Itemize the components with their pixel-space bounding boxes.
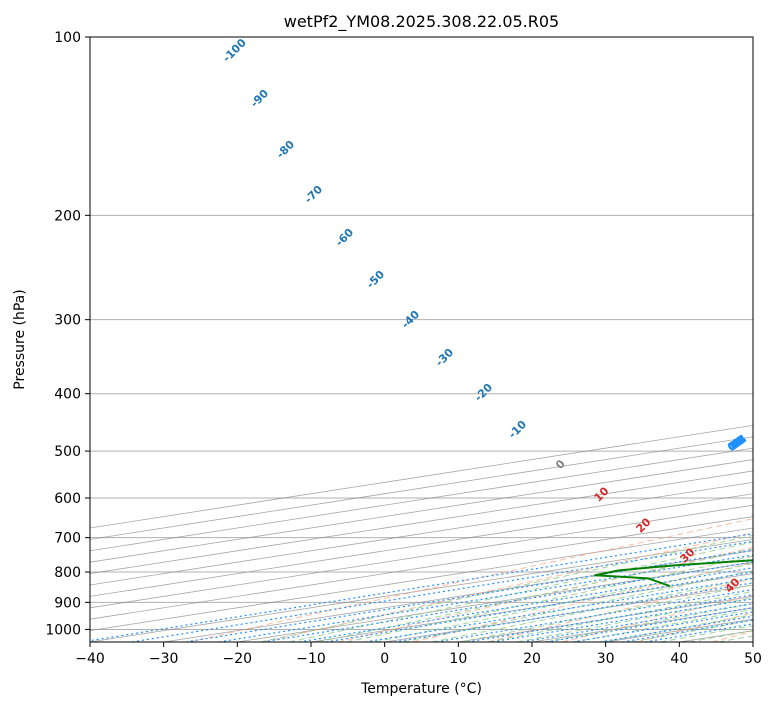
dry-adiabat-label: -50 — [364, 268, 387, 291]
y-axis: 100 200 300 400 500 600 700 800 900 1000 — [45, 30, 90, 638]
moist-adiabat-label: 40 — [723, 575, 743, 595]
chart-title: wetPf2_YM08.2025.308.22.05.R05 — [284, 12, 559, 32]
y-tick-label: 1000 — [45, 622, 81, 638]
x-tick-label: 0 — [380, 651, 389, 667]
mixing-ratio-line — [185, 549, 753, 642]
moist-adiabat-label: 10 — [592, 484, 612, 504]
profile-lines — [594, 559, 753, 588]
isotherm-line — [90, 447, 753, 552]
dry-adiabat-label: -30 — [433, 346, 456, 369]
dry-adiabat-label: -20 — [472, 381, 495, 404]
y-axis-label: Pressure (hPa) — [12, 289, 28, 389]
isotherm-line — [90, 481, 753, 586]
y-tick-label: 100 — [54, 30, 81, 46]
y-tick-label: 900 — [54, 595, 81, 611]
x-tick-label: 30 — [597, 651, 615, 667]
moist-adiabat-line — [403, 570, 753, 642]
plot-frame — [89, 36, 754, 643]
dry-adiabat-line — [263, 532, 753, 642]
isotherm-line — [90, 459, 753, 563]
x-tick-label: −30 — [149, 651, 179, 667]
x-tick-label: 50 — [744, 651, 762, 667]
isotherm-line — [90, 424, 753, 529]
dry-adiabat-label: -90 — [248, 87, 271, 110]
x-tick-label: −40 — [75, 651, 105, 667]
x-axis-label: Temperature (°C) — [360, 681, 482, 697]
isotherm-line — [531, 607, 753, 642]
dry-adiabat-line — [487, 578, 753, 642]
line-labels: 0.10.20.40.611.52346810131620253036-100-… — [220, 36, 749, 596]
mixing-ratio-line — [90, 533, 753, 642]
isotherm-line — [384, 584, 753, 642]
moist-adiabat-line — [573, 608, 753, 642]
zero-label: 0 — [553, 457, 568, 472]
mixing-ratio-line — [299, 567, 753, 642]
mixing-ratio-line — [262, 561, 753, 642]
y-tick-label: 600 — [54, 491, 81, 507]
mixing-ratio-line — [645, 623, 753, 642]
isotherm-line — [90, 527, 753, 632]
isotherm-line — [237, 561, 753, 642]
y-tick-label: 800 — [54, 565, 81, 581]
dry-adiabat-label: -80 — [274, 138, 297, 161]
dewpoint-profile — [594, 559, 753, 588]
dry-adiabat-line — [412, 562, 753, 642]
isotherm-line — [90, 470, 753, 574]
dry-adiabat-label: -10 — [506, 418, 529, 441]
moist-adiabat-line — [346, 555, 753, 642]
dry-adiabat-label: -60 — [333, 226, 356, 249]
isotherm-line — [90, 538, 753, 642]
isotherm-line — [752, 641, 753, 642]
x-tick-label: 20 — [523, 651, 541, 667]
dry-adiabat-label: -100 — [220, 36, 249, 65]
dry-adiabat-label: -70 — [302, 183, 325, 206]
dry-adiabat-label: -40 — [399, 308, 422, 331]
y-tick-label: 300 — [54, 313, 81, 329]
mixing-ratio-line — [131, 540, 753, 642]
mixing-ratio-line — [326, 571, 753, 642]
moist-adiabat-line — [374, 563, 753, 642]
isotherm-line — [458, 595, 753, 642]
isotherm-line — [90, 504, 753, 609]
moist-adiabat-line — [431, 577, 753, 642]
x-tick-label: 40 — [670, 651, 688, 667]
x-tick-label: 10 — [449, 651, 467, 667]
mixing-ratio-line — [572, 611, 753, 642]
x-tick-label: −20 — [223, 651, 253, 667]
moist-adiabat-line — [544, 603, 753, 642]
dry-adiabat-line — [188, 518, 753, 642]
x-axis: −40 −30 −20 −10 0 10 20 30 40 50 — [75, 642, 762, 667]
isotherm-line — [90, 516, 753, 620]
y-tick-label: 500 — [54, 444, 81, 460]
moist-adiabat-line — [288, 541, 753, 642]
dry-adiabat-line — [636, 612, 753, 642]
y-tick-label: 400 — [54, 387, 81, 403]
background-lines — [90, 37, 753, 642]
isotherm-line — [90, 493, 753, 597]
y-tick-label: 700 — [54, 531, 81, 547]
x-tick-label: −10 — [296, 651, 326, 667]
y-tick-label: 200 — [54, 208, 81, 224]
moist-adiabat-line — [459, 584, 753, 642]
isotherm-line — [90, 436, 753, 540]
moist-adiabat-line — [317, 548, 753, 642]
